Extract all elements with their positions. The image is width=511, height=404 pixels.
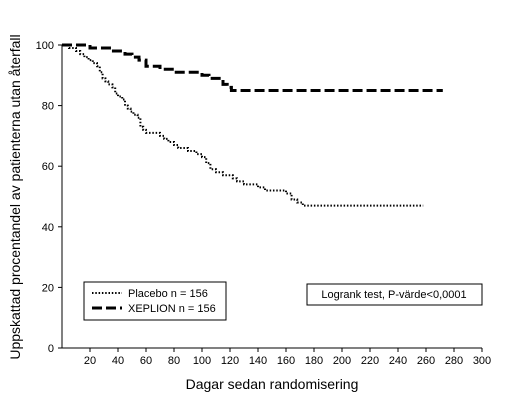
x-tick-label: 180: [305, 355, 323, 367]
x-tick-label: 200: [333, 355, 351, 367]
y-tick-label: 60: [42, 161, 54, 173]
legend-xeplion-label: XEPLION n = 156: [128, 303, 216, 315]
x-tick-label: 240: [389, 355, 407, 367]
y-axis-title: Uppskattad procentandel av patienterna u…: [7, 34, 23, 359]
x-tick-label: 300: [473, 355, 491, 367]
x-ticks: 20 40 60 80 100 120 140 160 180 200 220 240 260 280 30…: [84, 348, 491, 367]
y-ticks: 0 20 40 60 80 100: [36, 40, 62, 355]
axes: [61, 45, 482, 349]
y-tick-label: 100: [36, 40, 54, 52]
annotation-box: [306, 283, 483, 306]
x-tick-label: 20: [84, 355, 96, 367]
y-tick-label: 40: [42, 222, 54, 234]
x-tick-label: 220: [361, 355, 379, 367]
series-line-xeplion: [62, 43, 443, 92]
x-tick-label: 160: [277, 355, 295, 367]
series-line-placebo: [62, 44, 424, 207]
x-tick-label: 80: [168, 355, 180, 367]
y-tick-label: 20: [42, 282, 54, 294]
annotation-text: Logrank test, P-värde<0,0001: [321, 289, 466, 301]
x-tick-label: 260: [417, 355, 435, 367]
legend-box: [83, 281, 227, 321]
legend-placebo-label: Placebo n = 156: [128, 288, 208, 300]
x-tick-label: 100: [193, 355, 211, 367]
logrank-annotation: Logrank test, P-värde<0,0001: [306, 283, 483, 306]
y-tick-label: 0: [48, 343, 54, 355]
curves-layer: [62, 43, 443, 207]
x-tick-label: 120: [221, 355, 239, 367]
x-tick-label: 60: [140, 355, 152, 367]
x-axis-title: Dagar sedan randomisering: [186, 376, 359, 392]
x-tick-label: 140: [249, 355, 267, 367]
y-tick-label: 80: [42, 101, 54, 113]
x-tick-label: 40: [112, 355, 124, 367]
x-tick-label: 280: [445, 355, 463, 367]
legend: Placebo n = 156 XEPLION n = 156: [83, 281, 227, 321]
